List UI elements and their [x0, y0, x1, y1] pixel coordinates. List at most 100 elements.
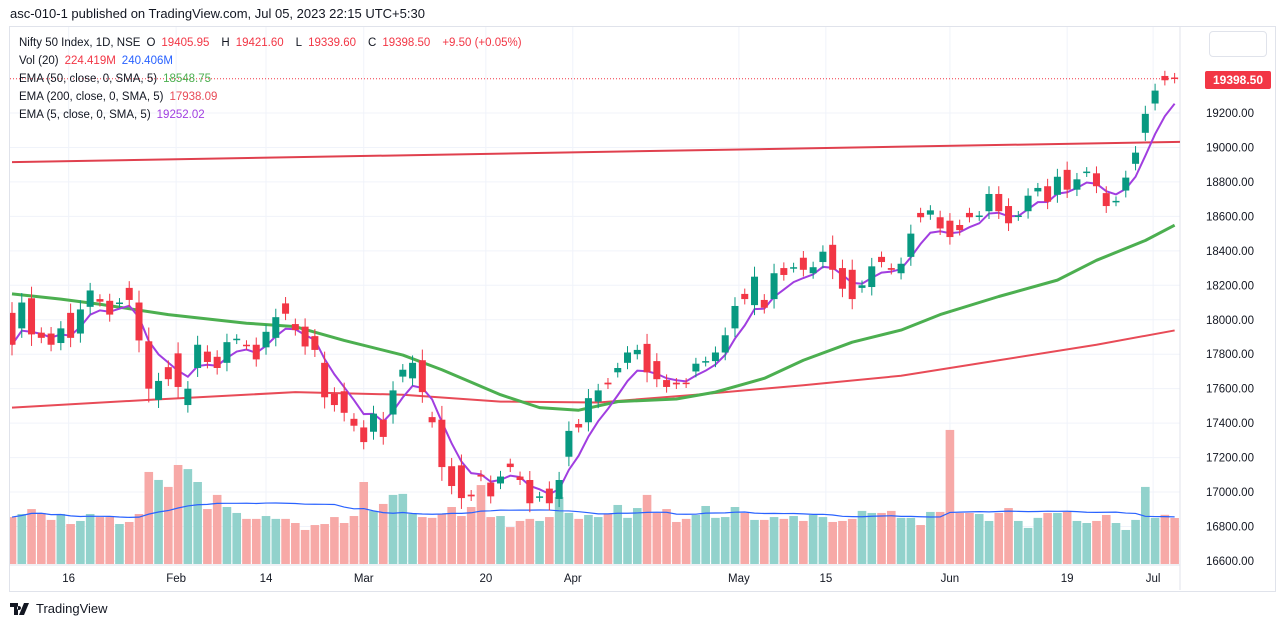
volume-value: 224.419M: [64, 55, 116, 67]
candle-body: [956, 224, 964, 231]
chart-top-right-box[interactable]: [1209, 31, 1267, 57]
candle-body: [1151, 90, 1159, 104]
candle-body: [741, 293, 749, 300]
candle-body: [536, 496, 544, 498]
candle-body: [1014, 215, 1022, 218]
candle-body: [907, 233, 915, 257]
volume-bar: [603, 513, 613, 564]
legend-ema200-row[interactable]: EMA (200, close, 0, SMA, 5) 17938.09: [19, 91, 218, 103]
volume-bar: [85, 513, 95, 564]
candle-body: [663, 380, 671, 387]
volume-bar: [76, 520, 85, 564]
volume-bar: [1014, 520, 1023, 564]
chart-frame: [9, 26, 1276, 592]
volume-bar: [505, 527, 515, 564]
candle-body: [555, 479, 563, 499]
volume-bar: [173, 464, 183, 564]
x-tick-label: 16: [62, 573, 75, 585]
ema50-value: 18548.75: [163, 73, 212, 85]
tradingview-logo-icon: [10, 602, 29, 615]
trendline: [11, 140, 1180, 164]
volume-bar: [388, 494, 398, 564]
x-tick-label: 14: [260, 573, 273, 585]
volume-bar: [310, 525, 320, 564]
volume-bar: [935, 511, 945, 564]
volume-bar: [535, 520, 544, 564]
volume-bar: [564, 512, 574, 564]
legend-ema5-row[interactable]: EMA (5, close, 0, SMA, 5) 19252.02: [19, 109, 205, 121]
candle-body: [10, 312, 16, 345]
candle-body: [252, 344, 260, 360]
volume-bar: [926, 511, 935, 564]
volume-bar: [437, 513, 447, 564]
candle-body: [272, 317, 280, 338]
candle-body: [135, 302, 143, 341]
volume-bar: [554, 496, 564, 564]
candle-body: [868, 266, 876, 288]
symbol-name[interactable]: Nifty 50 Index, 1D, NSE: [19, 37, 141, 49]
volume-bar: [1033, 517, 1043, 564]
candle-body: [721, 335, 729, 353]
legend-volume-row[interactable]: Vol (20) 224.419M 240.406M: [19, 55, 173, 67]
volume-bar: [486, 517, 496, 564]
volume-bar: [769, 517, 779, 564]
volume-bar: [46, 519, 56, 564]
volume-bar: [808, 515, 818, 564]
candle-body: [399, 369, 407, 377]
volume-bar: [281, 518, 290, 564]
y-tick-label: 18400.00: [1206, 246, 1254, 258]
last-price-tag: 19398.50: [1205, 71, 1271, 89]
tradingview-brand[interactable]: TradingView: [10, 601, 108, 616]
candle-body: [506, 463, 514, 468]
volume-bar: [339, 523, 349, 564]
volume-bar: [56, 513, 66, 564]
candle-body: [223, 342, 231, 363]
candle-body: [203, 351, 211, 362]
volume-bar: [867, 512, 877, 564]
candle-body: [799, 257, 807, 270]
volume-bar: [261, 516, 271, 564]
volume-bar: [144, 471, 154, 564]
x-tick-label: Mar: [354, 573, 374, 585]
volume-bar: [1131, 519, 1140, 564]
volume-bar: [545, 517, 554, 564]
volume-bar: [124, 521, 134, 564]
x-tick-label: Feb: [166, 573, 186, 585]
candle-body: [389, 390, 397, 415]
volume-bar: [349, 516, 359, 564]
plot-area: [10, 70, 1180, 564]
candle-body: [477, 474, 485, 477]
volume-bar: [1092, 520, 1101, 564]
volume-bar: [496, 516, 505, 564]
ohlc-close: C 19398.50: [368, 37, 431, 49]
volume-bar: [1170, 517, 1179, 564]
candle-body: [242, 344, 250, 347]
volume-bar: [1111, 523, 1121, 564]
candle-body: [897, 263, 905, 274]
candle-body: [96, 299, 104, 302]
volume-bar: [759, 519, 769, 564]
volume-bar: [877, 512, 886, 564]
candle-body: [946, 220, 954, 238]
volume-bar: [691, 515, 701, 564]
candle-body: [702, 361, 710, 363]
volume-bar: [584, 515, 593, 564]
volume-bar: [711, 517, 720, 564]
candle-body: [1044, 186, 1052, 202]
volume-bar: [222, 507, 232, 564]
y-tick-label: 16600.00: [1206, 556, 1254, 568]
volume-bar: [300, 529, 310, 564]
candle-body: [770, 273, 778, 300]
candle-body: [995, 193, 1003, 212]
candle-body: [174, 353, 182, 387]
volume-bar: [945, 429, 955, 564]
volume-bar: [779, 518, 789, 564]
volume-bar: [1053, 512, 1062, 564]
volume-bar: [1101, 515, 1111, 564]
candle-body: [321, 362, 329, 398]
candle-body: [233, 338, 241, 341]
ohlc-high: H 19421.60: [221, 37, 284, 49]
volume-bar: [681, 518, 691, 564]
legend-ema50-row[interactable]: EMA (50, close, 0, SMA, 5) 18548.75: [19, 73, 212, 85]
